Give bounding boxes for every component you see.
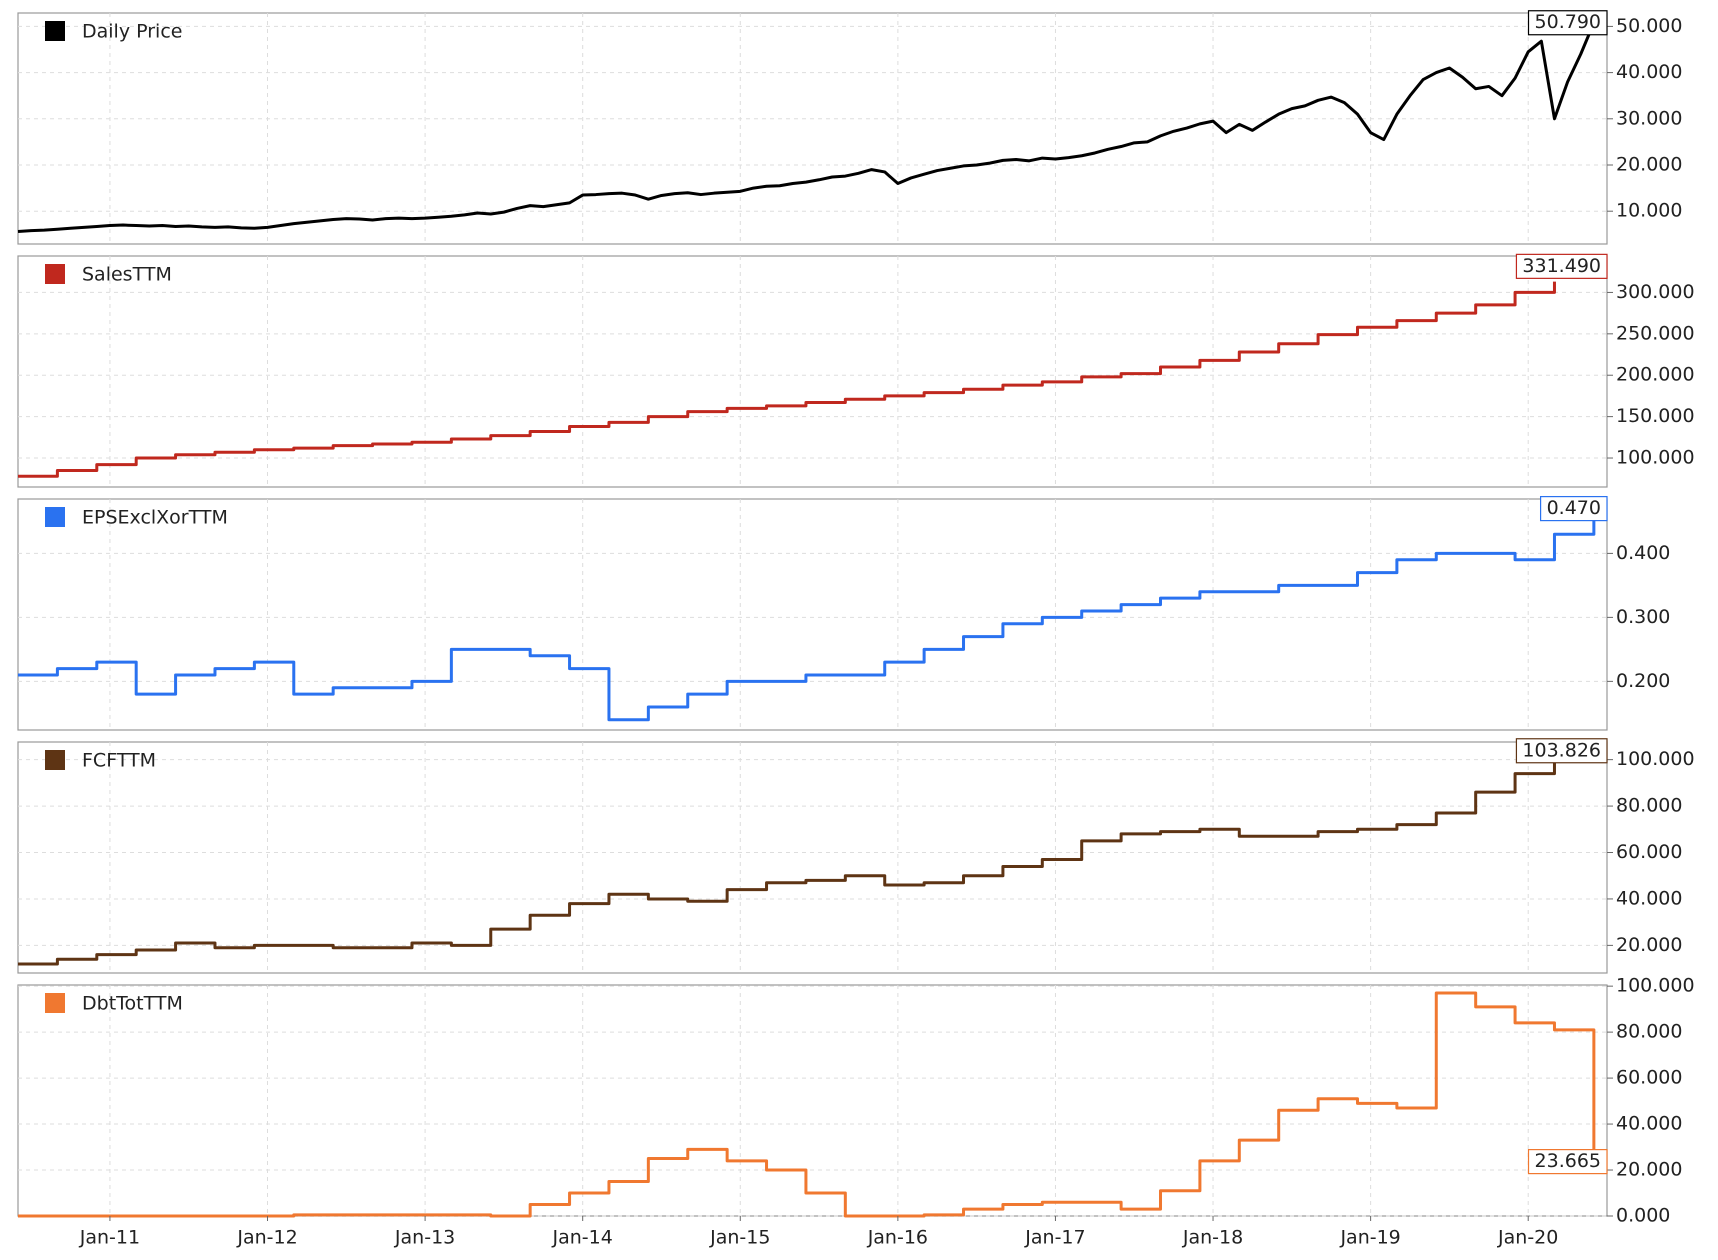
series-line bbox=[18, 991, 1596, 1218]
series-line bbox=[18, 750, 1556, 966]
x-tick-label: Jan-14 bbox=[552, 1227, 613, 1249]
series-line bbox=[18, 508, 1596, 722]
end-value-box bbox=[1527, 10, 1608, 36]
end-value-label: 0.470 bbox=[1547, 497, 1601, 519]
plot-frame bbox=[17, 498, 1608, 731]
x-tick-label: Jan-20 bbox=[1497, 1227, 1558, 1249]
y-tick-label: 250.000 bbox=[1616, 322, 1695, 344]
panel: 20.000 40.000 60.000 80.000 100.000 FCFTTM 103… bbox=[17, 738, 1695, 974]
y-tick-label: 60.000 bbox=[1616, 841, 1682, 863]
legend-swatch bbox=[45, 750, 65, 770]
y-tick-label: 50.000 bbox=[1616, 15, 1682, 37]
y-tick-label: 100.000 bbox=[1616, 975, 1695, 997]
legend-label: SalesTTM bbox=[82, 264, 172, 286]
y-tick-label: 0.200 bbox=[1616, 670, 1670, 692]
y-tick-label: 20.000 bbox=[1616, 934, 1682, 956]
y-tick-label: 100.000 bbox=[1616, 447, 1695, 469]
panel: 100.000 150.000 200.000 250.000 300.000 Sales… bbox=[17, 253, 1695, 488]
x-tick-label: Jan-18 bbox=[1182, 1227, 1243, 1249]
y-tick-label: 200.000 bbox=[1616, 364, 1695, 386]
end-value-box bbox=[1539, 495, 1608, 522]
y-tick-label: 10.000 bbox=[1616, 200, 1682, 222]
x-tick-label: Jan-12 bbox=[236, 1227, 297, 1249]
x-tick-label: Jan-15 bbox=[709, 1227, 770, 1249]
y-tick-label: 150.000 bbox=[1616, 405, 1695, 427]
y-tick-label: 80.000 bbox=[1616, 1021, 1682, 1043]
y-tick-label: 30.000 bbox=[1616, 107, 1682, 129]
y-tick-label: 0.400 bbox=[1616, 542, 1670, 564]
y-tick-label: 100.000 bbox=[1616, 748, 1695, 770]
legend-swatch bbox=[45, 507, 65, 527]
y-tick-label: 0.300 bbox=[1616, 606, 1670, 628]
end-value-label: 50.790 bbox=[1535, 11, 1601, 33]
x-tick-label: Jan-11 bbox=[79, 1227, 140, 1249]
end-value-box bbox=[1515, 738, 1608, 764]
legend-label: Daily Price bbox=[82, 21, 182, 43]
legend-swatch bbox=[45, 21, 65, 41]
end-value-box bbox=[1515, 253, 1608, 279]
series-line bbox=[18, 281, 1556, 478]
legend-label: DbtTotTTM bbox=[82, 993, 183, 1015]
end-value-label: 103.826 bbox=[1522, 739, 1601, 761]
y-tick-label: 0.000 bbox=[1616, 1205, 1670, 1227]
series-line bbox=[17, 22, 1596, 234]
x-tick-label: Jan-16 bbox=[867, 1227, 928, 1249]
legend-label: EPSExclXorTTM bbox=[82, 507, 228, 529]
plot-frame bbox=[17, 255, 1608, 488]
y-tick-label: 20.000 bbox=[1616, 1159, 1682, 1181]
y-tick-label: 40.000 bbox=[1616, 1113, 1682, 1135]
panel: 0.000 20.000 40.000 60.000 80.000 100.000 DbtT… bbox=[17, 975, 1695, 1249]
panel: 0.200 0.300 0.400 EPSExclXorTTM 0.470 bbox=[17, 495, 1670, 731]
y-tick-label: 300.000 bbox=[1616, 281, 1695, 303]
plot-frame bbox=[17, 741, 1608, 974]
panel: 10.000 20.000 30.000 40.000 50.000 Daily Pric… bbox=[17, 10, 1682, 245]
plot-frame bbox=[17, 12, 1608, 245]
y-tick-label: 80.000 bbox=[1616, 795, 1682, 817]
end-value-label: 331.490 bbox=[1522, 255, 1601, 277]
x-tick-label: Jan-19 bbox=[1339, 1227, 1400, 1249]
legend-swatch bbox=[45, 993, 65, 1013]
legend-label: FCFTTM bbox=[82, 750, 156, 772]
legend-swatch bbox=[45, 264, 65, 284]
end-value-label: 23.665 bbox=[1535, 1150, 1601, 1172]
end-value-box bbox=[1527, 1149, 1608, 1175]
y-tick-label: 40.000 bbox=[1616, 887, 1682, 909]
x-tick-label: Jan-13 bbox=[394, 1227, 455, 1249]
x-tick-label: Jan-17 bbox=[1024, 1227, 1085, 1249]
y-tick-label: 40.000 bbox=[1616, 61, 1682, 83]
y-tick-label: 60.000 bbox=[1616, 1067, 1682, 1089]
y-tick-label: 20.000 bbox=[1616, 153, 1682, 175]
plot-frame bbox=[17, 984, 1608, 1217]
